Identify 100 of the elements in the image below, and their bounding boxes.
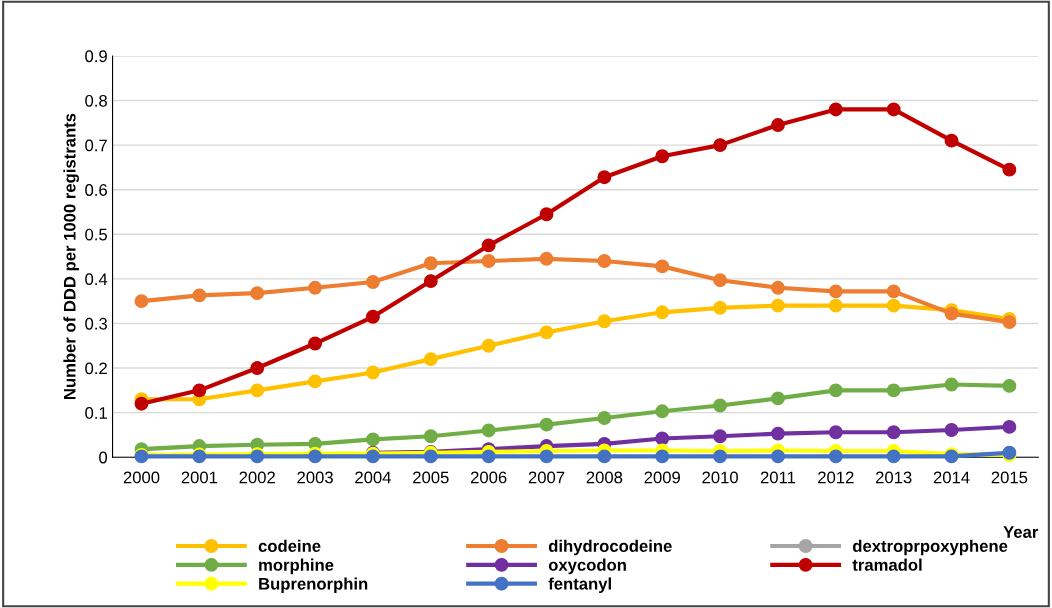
point xyxy=(771,426,785,441)
point xyxy=(134,294,149,309)
point xyxy=(886,425,901,440)
point xyxy=(192,383,207,398)
point xyxy=(713,300,728,315)
legend-label: morphine xyxy=(259,558,334,575)
y-tick-label: 0 xyxy=(99,451,108,464)
point xyxy=(655,305,670,320)
point xyxy=(597,449,612,464)
point xyxy=(655,404,670,419)
point xyxy=(944,133,959,148)
point xyxy=(423,429,438,444)
point xyxy=(308,336,323,351)
point xyxy=(886,284,901,299)
point xyxy=(713,449,728,464)
point xyxy=(481,449,496,464)
legend-label: dextroprpoxyphene xyxy=(852,539,1008,556)
point xyxy=(655,149,670,164)
point xyxy=(423,256,438,271)
x-tick-label: 2001 xyxy=(181,471,218,484)
y-tick-label: 0.7 xyxy=(85,139,107,152)
point xyxy=(828,449,843,464)
y-tick-label: 0.4 xyxy=(85,273,108,286)
point xyxy=(539,325,554,340)
point xyxy=(886,449,901,464)
point xyxy=(1002,315,1017,330)
x-tick-label: 2009 xyxy=(644,471,680,484)
point xyxy=(713,138,728,153)
point xyxy=(771,280,785,295)
x-tick-label: 2007 xyxy=(528,471,565,484)
point xyxy=(828,102,843,117)
legend-label: codeine xyxy=(258,539,321,552)
point xyxy=(713,398,728,413)
x-tick-label: 2000 xyxy=(123,471,160,484)
x-tick-label: 2005 xyxy=(413,471,449,484)
point xyxy=(771,449,785,464)
y-tick-label: 0.1 xyxy=(85,407,107,419)
point xyxy=(771,391,785,406)
point xyxy=(713,273,728,288)
x-tick-label: 2004 xyxy=(355,471,391,484)
point xyxy=(365,365,380,380)
point xyxy=(1002,378,1017,393)
point xyxy=(250,286,265,301)
y-tick-label: 0.5 xyxy=(85,228,108,241)
point xyxy=(481,338,496,353)
point xyxy=(597,254,612,268)
x-tick-label: 2011 xyxy=(760,471,796,484)
point xyxy=(365,309,380,324)
point xyxy=(828,284,843,299)
point xyxy=(1002,419,1017,434)
point xyxy=(597,314,612,329)
point xyxy=(886,298,901,313)
point xyxy=(597,411,612,425)
point xyxy=(308,280,323,295)
point xyxy=(423,274,438,289)
point xyxy=(1002,162,1017,177)
point xyxy=(423,449,438,464)
legend-label: oxycodon xyxy=(548,558,626,575)
point xyxy=(134,396,149,411)
legend-label: fentanyl xyxy=(548,577,611,593)
point xyxy=(944,377,959,392)
point xyxy=(250,361,265,375)
x-tick-label: 2013 xyxy=(875,471,912,484)
point xyxy=(886,383,901,398)
point xyxy=(655,259,670,274)
x-axis-title: Year xyxy=(1003,526,1039,538)
x-tick-label: 2002 xyxy=(239,471,275,484)
point xyxy=(481,423,496,438)
point xyxy=(828,298,843,313)
point xyxy=(365,275,380,289)
point xyxy=(539,207,554,222)
point xyxy=(886,102,901,117)
point xyxy=(771,298,785,313)
point xyxy=(192,288,207,303)
legend-label: Buprenorphin xyxy=(259,577,368,593)
point xyxy=(308,374,323,389)
y-tick-label: 0.9 xyxy=(85,50,107,63)
y-tick-label: 0.2 xyxy=(85,362,107,375)
legend-label: tramadol xyxy=(852,558,922,571)
x-tick-label: 2015 xyxy=(991,471,1028,484)
legend-label: dihydrocodeine xyxy=(548,539,672,556)
point xyxy=(655,449,670,464)
point xyxy=(481,254,496,268)
point xyxy=(539,449,554,464)
point xyxy=(423,352,438,367)
x-tick-label: 2008 xyxy=(586,471,623,484)
point xyxy=(539,251,554,266)
point xyxy=(713,429,728,444)
point xyxy=(944,423,959,437)
y-tick-label: 0.3 xyxy=(85,317,107,330)
y-tick-label: 0.6 xyxy=(85,184,107,196)
point xyxy=(250,383,265,398)
x-tick-label: 2010 xyxy=(702,471,738,484)
point xyxy=(597,170,612,185)
point xyxy=(539,417,554,432)
y-tick-label: 0.8 xyxy=(85,94,107,107)
point xyxy=(655,431,670,446)
point xyxy=(828,425,843,440)
point xyxy=(828,383,843,398)
point xyxy=(481,238,496,253)
